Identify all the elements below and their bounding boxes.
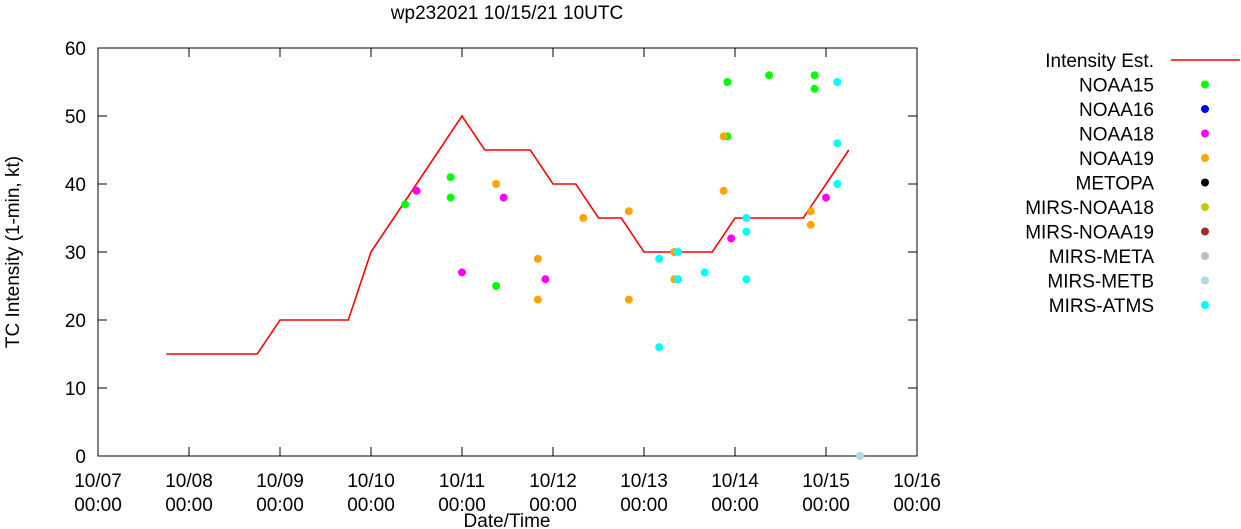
legend-label-noaa18: NOAA18 — [1079, 125, 1154, 146]
x-tick-date: 10/12 — [529, 471, 577, 492]
x-tick-date: 10/08 — [165, 471, 213, 492]
y-tick-label: 10 — [65, 379, 86, 400]
point-noaa18 — [458, 268, 466, 277]
point-noaa19 — [624, 295, 633, 304]
legend-label-metopa: METOPA — [1076, 174, 1155, 195]
legend-label-mirs-noaa19: MIRS-NOAA19 — [1025, 223, 1154, 244]
y-tick-label: 50 — [65, 107, 86, 128]
point-mirs-atms — [742, 227, 751, 236]
x-tick-time: 00:00 — [165, 495, 213, 516]
chart-title: wp232021 10/15/21 10UTC — [390, 3, 623, 24]
point-mirs-atms — [742, 275, 751, 284]
legend-swatch-noaa15 — [1201, 80, 1209, 89]
x-tick-date: 10/09 — [256, 471, 304, 492]
x-tick-time: 00:00 — [74, 495, 122, 516]
legend-label-intensity-est: Intensity Est. — [1045, 51, 1154, 72]
intensity-est-line — [166, 114, 850, 355]
point-mirs-atms — [674, 275, 683, 284]
point-noaa18 — [541, 275, 550, 284]
point-mirs-atms — [833, 78, 842, 86]
legend-swatch-mirs-meta — [1201, 252, 1209, 260]
x-tick-date: 10/10 — [347, 471, 395, 492]
x-tick-time: 00:00 — [711, 495, 759, 516]
point-noaa15 — [810, 84, 819, 93]
plot-border — [97, 47, 918, 457]
y-axis-label: TC Intensity (1-min, kt) — [3, 156, 24, 348]
point-noaa15 — [723, 78, 732, 86]
x-axis-label: Date/Time — [464, 511, 551, 529]
legend-swatch-mirs-metb — [1201, 276, 1209, 285]
x-tick-time: 00:00 — [802, 495, 850, 516]
legend-label-mirs-metb: MIRS-METB — [1047, 272, 1154, 293]
legend-swatch-mirs-atms — [1201, 301, 1209, 309]
point-noaa19 — [533, 254, 542, 263]
legend-swatch-metopa — [1201, 178, 1209, 187]
y-tick-label: 20 — [65, 311, 86, 332]
point-noaa15 — [810, 71, 819, 80]
point-mirs-atms — [655, 254, 664, 263]
point-noaa15 — [446, 173, 455, 182]
x-tick-date: 10/13 — [620, 471, 668, 492]
legend-label-mirs-atms: MIRS-ATMS — [1049, 296, 1154, 317]
point-mirs-atms — [833, 180, 842, 188]
point-noaa19 — [533, 295, 542, 304]
y-tick-label: 40 — [65, 175, 86, 196]
legend-swatch-noaa18 — [1201, 129, 1209, 138]
x-tick-time: 00:00 — [893, 495, 941, 516]
point-noaa18 — [499, 193, 508, 202]
point-noaa19 — [806, 220, 815, 229]
legend-label-noaa15: NOAA15 — [1079, 76, 1154, 97]
x-tick-time: 00:00 — [256, 495, 304, 516]
point-noaa19 — [492, 180, 501, 188]
point-noaa19 — [719, 186, 728, 195]
legend-label-mirs-meta: MIRS-META — [1049, 247, 1155, 268]
point-mirs-atms — [700, 268, 709, 277]
point-noaa19 — [579, 214, 588, 222]
x-tick-time: 00:00 — [620, 495, 668, 516]
legend-swatch-mirs-noaa19 — [1201, 227, 1209, 236]
x-tick-date: 10/11 — [439, 471, 485, 492]
y-tick-label: 0 — [75, 447, 86, 468]
x-tick-date: 10/07 — [74, 471, 122, 492]
y-tick-label: 60 — [65, 39, 86, 60]
x-tick-date: 10/16 — [893, 471, 941, 492]
legend-swatch-noaa19 — [1201, 154, 1209, 162]
legend-swatch-noaa16 — [1201, 105, 1209, 113]
point-noaa19 — [806, 207, 815, 216]
legend-label-noaa16: NOAA16 — [1079, 100, 1154, 121]
point-noaa15 — [492, 282, 501, 290]
x-tick-date: 10/15 — [802, 471, 850, 492]
x-tick-time: 00:00 — [529, 495, 577, 516]
x-tick-time: 00:00 — [438, 495, 486, 516]
legend-label-mirs-noaa18: MIRS-NOAA18 — [1025, 198, 1154, 219]
point-mirs-atms — [655, 343, 664, 352]
point-noaa18 — [727, 234, 736, 243]
point-mirs-atms — [833, 139, 842, 148]
point-noaa18 — [822, 193, 830, 202]
point-noaa19 — [624, 207, 633, 216]
point-mirs-atms — [674, 248, 683, 256]
point-noaa19 — [719, 132, 728, 141]
point-noaa15 — [765, 71, 774, 80]
legend-label-noaa19: NOAA19 — [1079, 149, 1154, 170]
point-mirs-metb — [856, 452, 865, 460]
point-noaa18 — [412, 186, 421, 195]
point-noaa15 — [446, 193, 455, 202]
y-tick-label: 30 — [65, 243, 86, 264]
x-tick-time: 00:00 — [347, 495, 395, 516]
point-noaa15 — [401, 200, 410, 209]
point-mirs-atms — [742, 214, 751, 222]
legend-swatch-mirs-noaa18 — [1201, 203, 1209, 211]
x-tick-date: 10/14 — [711, 471, 759, 492]
